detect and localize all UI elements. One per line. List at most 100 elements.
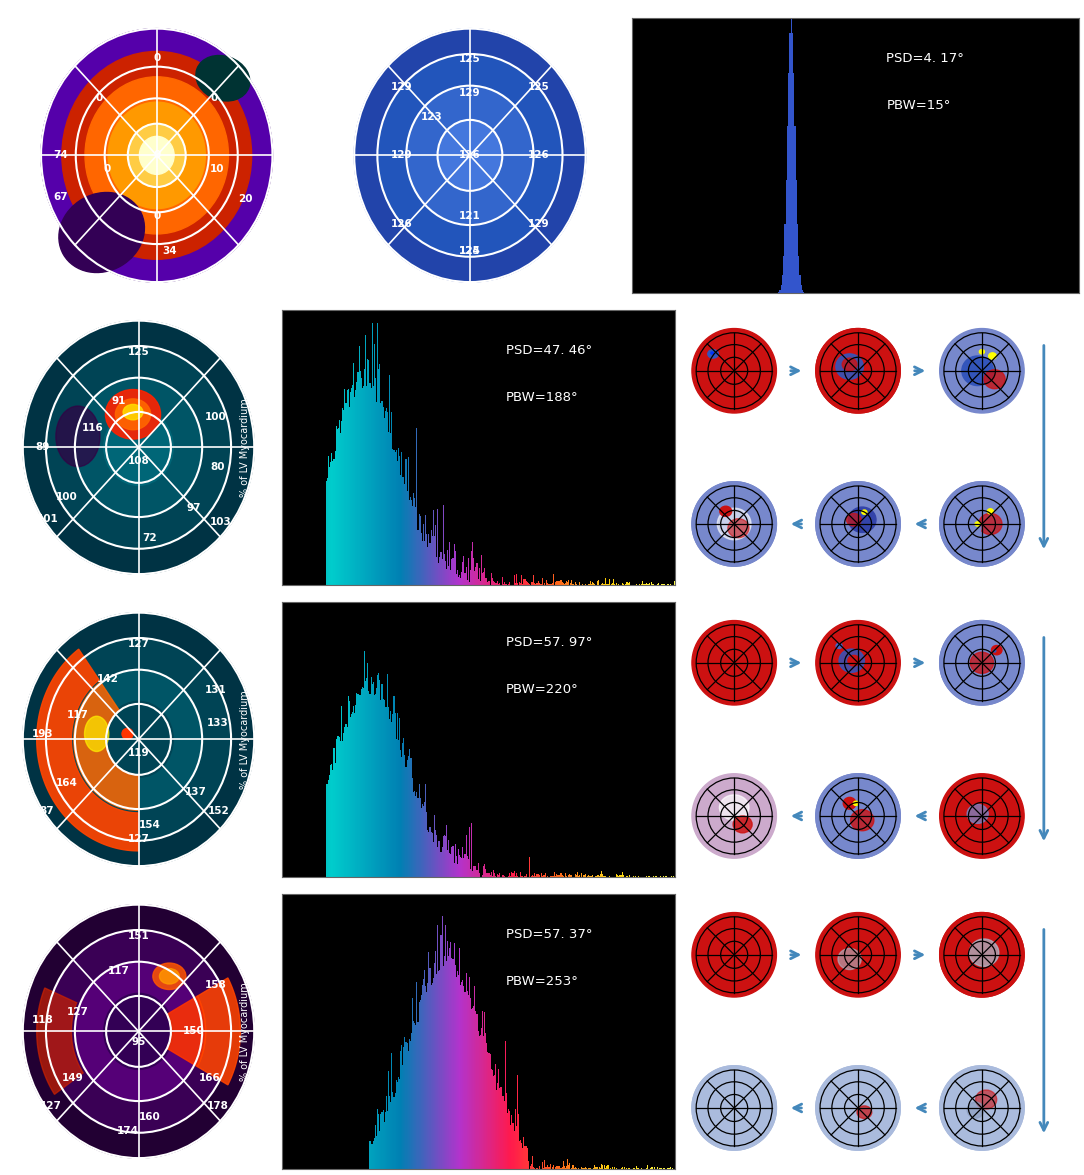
Text: 174: 174 (116, 1126, 139, 1135)
Bar (643, 582, 644, 585)
Bar (331, 462, 332, 585)
Ellipse shape (816, 774, 901, 858)
Bar (415, 1025, 416, 1169)
Bar (374, 1139, 375, 1169)
Text: 101: 101 (37, 513, 59, 524)
Bar (421, 808, 422, 877)
Bar (503, 875, 504, 877)
Bar (353, 363, 354, 585)
Text: 100: 100 (205, 411, 227, 422)
Ellipse shape (976, 1090, 996, 1109)
Bar (408, 457, 409, 585)
Bar (584, 1167, 585, 1169)
Bar (463, 986, 464, 1169)
Bar (475, 866, 476, 877)
Bar (550, 1164, 551, 1169)
Bar (646, 584, 647, 585)
Bar (494, 582, 495, 585)
Bar (590, 580, 591, 585)
Bar (596, 874, 597, 877)
Bar (468, 827, 469, 877)
Bar (565, 584, 566, 585)
Bar (408, 757, 409, 877)
Bar (621, 1168, 622, 1169)
Bar (448, 565, 449, 585)
Bar (649, 875, 650, 877)
Bar (353, 706, 354, 877)
Bar (609, 1168, 610, 1169)
Bar (483, 866, 485, 877)
Bar (621, 873, 622, 877)
Bar (563, 875, 564, 877)
Bar (349, 408, 350, 585)
Bar (539, 875, 540, 877)
Bar (462, 980, 463, 1169)
Bar (489, 1053, 490, 1169)
Bar (459, 948, 460, 1169)
Bar (568, 579, 569, 585)
Bar (397, 1082, 398, 1169)
Bar (414, 498, 415, 585)
Bar (495, 584, 496, 585)
Text: 131: 131 (205, 685, 227, 694)
Text: 127: 127 (39, 1101, 62, 1112)
Polygon shape (37, 649, 139, 851)
Ellipse shape (940, 913, 1024, 998)
Bar (486, 1033, 487, 1169)
Bar (512, 1115, 513, 1169)
Bar (628, 583, 629, 585)
Bar (477, 563, 478, 585)
Polygon shape (197, 978, 241, 1085)
Ellipse shape (124, 404, 143, 419)
Bar (555, 583, 556, 585)
Bar (547, 583, 549, 585)
Bar (528, 583, 529, 585)
Bar (370, 1141, 371, 1169)
Bar (457, 975, 459, 1169)
Bar (413, 792, 414, 877)
Bar (450, 854, 451, 877)
Bar (499, 1068, 500, 1169)
Bar (426, 533, 427, 585)
Bar (433, 979, 434, 1169)
Bar (380, 403, 382, 585)
Ellipse shape (816, 482, 901, 566)
Ellipse shape (940, 620, 1024, 705)
Polygon shape (74, 682, 139, 811)
Bar (377, 674, 378, 877)
Ellipse shape (692, 1066, 776, 1150)
Bar (514, 872, 515, 877)
Ellipse shape (708, 350, 719, 358)
Bar (359, 345, 360, 585)
Bar (593, 583, 594, 585)
Bar (488, 1052, 489, 1169)
Ellipse shape (692, 913, 776, 998)
Bar (500, 583, 501, 585)
Bar (515, 583, 516, 585)
Bar (438, 841, 439, 877)
Bar (436, 557, 437, 585)
Bar (517, 1075, 518, 1169)
Bar (556, 1166, 557, 1169)
Bar (443, 834, 444, 877)
Text: 133: 133 (207, 718, 229, 727)
Text: 129: 129 (391, 150, 412, 160)
Bar (396, 1080, 397, 1169)
Bar (430, 832, 431, 877)
Bar (486, 870, 487, 877)
Bar (465, 835, 466, 877)
Ellipse shape (862, 510, 867, 515)
Bar (360, 371, 361, 585)
Bar (429, 827, 430, 877)
Bar (390, 711, 391, 877)
Bar (340, 432, 341, 585)
Bar (418, 515, 420, 585)
Bar (409, 1039, 410, 1169)
Bar (651, 582, 653, 585)
Ellipse shape (816, 329, 901, 412)
Bar (470, 551, 472, 585)
Bar (378, 369, 379, 585)
Bar (509, 582, 511, 585)
Bar (583, 875, 584, 877)
Text: 117: 117 (67, 710, 89, 720)
